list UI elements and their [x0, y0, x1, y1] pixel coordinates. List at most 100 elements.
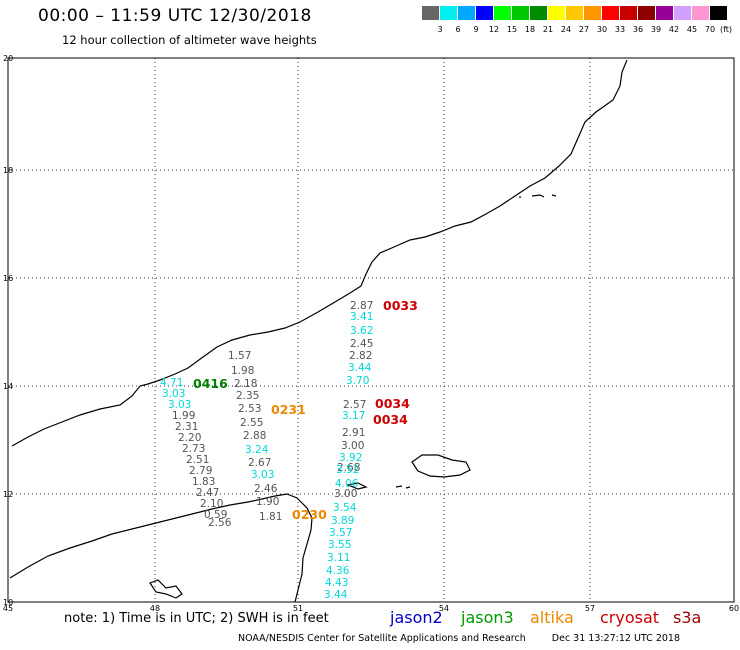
swh-value: 3.89 [331, 515, 354, 527]
legend-label: 24 [560, 25, 572, 34]
legend-label: 3 [437, 25, 443, 34]
legend-swatch [494, 6, 511, 20]
legend-label: 36 [632, 25, 644, 34]
legend-swatch [422, 6, 439, 20]
legend-swatch [530, 6, 547, 20]
legend-swatch [674, 6, 691, 20]
swh-value: 3.52 [336, 464, 359, 476]
legend-swatch [566, 6, 583, 20]
latitude-tick-label: 10 [3, 598, 13, 607]
latitude-axis-labels: 10 12 14 16 18 20 [3, 54, 13, 607]
swh-value: 1.98 [231, 365, 254, 377]
legend-label: 15 [506, 25, 518, 34]
satellite-legend-jason3: jason3 [461, 608, 514, 627]
legend-swatch [584, 6, 601, 20]
legend-swatch [620, 6, 637, 20]
small-islands [149, 194, 557, 599]
swh-value: 3.03 [162, 388, 185, 400]
swh-value: 2.18 [234, 378, 257, 390]
satellite-legend-altika: altika [530, 608, 574, 627]
latitude-tick-label: 12 [3, 490, 13, 499]
legend-swatch [476, 6, 493, 20]
plot-subtitle: 12 hour collection of altimeter wave hei… [62, 33, 317, 47]
legend-swatch [512, 6, 529, 20]
swh-value: 3.03 [251, 469, 274, 481]
swh-value: 2.87 [350, 300, 373, 312]
track-time-label: 0416 [193, 376, 228, 391]
swh-value: 3.44 [324, 589, 348, 601]
latitude-tick-label: 16 [3, 274, 13, 283]
legend-swatch [710, 6, 727, 20]
swh-value: 2.45 [350, 338, 373, 350]
swh-value: 2.51 [186, 454, 209, 466]
swh-value: 2.20 [178, 432, 201, 444]
swh-value: 2.82 [349, 350, 372, 362]
swh-value: 2.53 [238, 403, 261, 415]
track-time-label: 0230 [292, 507, 327, 522]
longitude-axis-labels: 45 48 51 54 57 60 [3, 604, 739, 613]
swh-value: 3.03 [168, 399, 191, 411]
legend-label: 18 [524, 25, 536, 34]
swh-value: 2.31 [175, 421, 198, 433]
legend-label: 70 [704, 25, 716, 34]
swh-value: 1.81 [259, 511, 282, 523]
longitude-tick-label: 54 [439, 604, 449, 613]
footer-timestamp: Dec 31 13:27:12 UTC 2018 [551, 633, 681, 644]
legend-label: 30 [596, 25, 608, 34]
swh-value: 3.17 [342, 410, 365, 422]
swh-value: 3.44 [348, 362, 372, 374]
satellite-legend-jason2: jason2 [390, 608, 443, 627]
swh-value: 2.91 [342, 427, 365, 439]
swh-value: 2.79 [189, 465, 212, 477]
longitude-tick-label: 57 [585, 604, 595, 613]
satellite-legend-s3a: s3a [673, 608, 702, 627]
swh-values: 4.713.033.031.992.312.202.732.512.791.83… [160, 300, 373, 601]
legend-swatch [692, 6, 709, 20]
legend-swatch [638, 6, 655, 20]
legend-swatch [656, 6, 673, 20]
longitude-tick-label: 45 [3, 604, 13, 613]
footnote: note: 1) Time is in UTC; 2) SWH is in fe… [64, 611, 329, 626]
swh-value: 1.99 [172, 410, 195, 422]
socotra-island [411, 454, 471, 478]
swh-value: 2.46 [254, 483, 278, 495]
latitude-tick-label: 20 [3, 54, 13, 63]
legend-swatch [602, 6, 619, 20]
track-time-label: 0231 [271, 402, 306, 417]
swh-value: 2.10 [200, 498, 223, 510]
legend-label: 27 [578, 25, 590, 34]
legend-label: 45 [686, 25, 698, 34]
swh-value: 2.88 [243, 430, 266, 442]
legend-label: 6 [455, 25, 461, 34]
swh-value: 3.70 [346, 375, 369, 387]
latitude-tick-label: 14 [3, 382, 13, 391]
plot-title: 00:00 – 11:59 UTC 12/30/2018 [38, 6, 312, 26]
swh-value: 3.24 [245, 444, 269, 456]
legend-unit: (ft) [719, 25, 733, 34]
swh-value: 2.47 [196, 487, 219, 499]
swh-value: 3.00 [334, 488, 357, 500]
latitude-tick-label: 18 [3, 166, 13, 175]
legend-label: 12 [488, 25, 500, 34]
legend-label: 42 [668, 25, 680, 34]
swh-value: 2.73 [182, 443, 205, 455]
swh-value: 3.00 [341, 440, 364, 452]
somalia-coastline [9, 493, 313, 603]
swh-value: 1.83 [192, 476, 215, 488]
legend-label: 21 [542, 25, 554, 34]
swh-value: 3.54 [333, 502, 357, 514]
satellite-legend-cryosat: cryosat [600, 608, 660, 627]
footer-credit: NOAA/NESDIS Center for Satellite Applica… [238, 633, 680, 644]
swh-value: 4.43 [325, 577, 348, 589]
swh-value: 3.62 [350, 325, 373, 337]
swh-value: 1.90 [256, 496, 279, 508]
longitude-tick-label: 60 [729, 604, 739, 613]
swh-value: 4.36 [326, 565, 350, 577]
track-time-label: 0034 [375, 396, 410, 411]
swh-value: 2.68 [337, 462, 360, 474]
swh-value: 2.57 [343, 399, 366, 411]
legend-label: 33 [614, 25, 626, 34]
swh-value: 3.92 [339, 452, 362, 464]
